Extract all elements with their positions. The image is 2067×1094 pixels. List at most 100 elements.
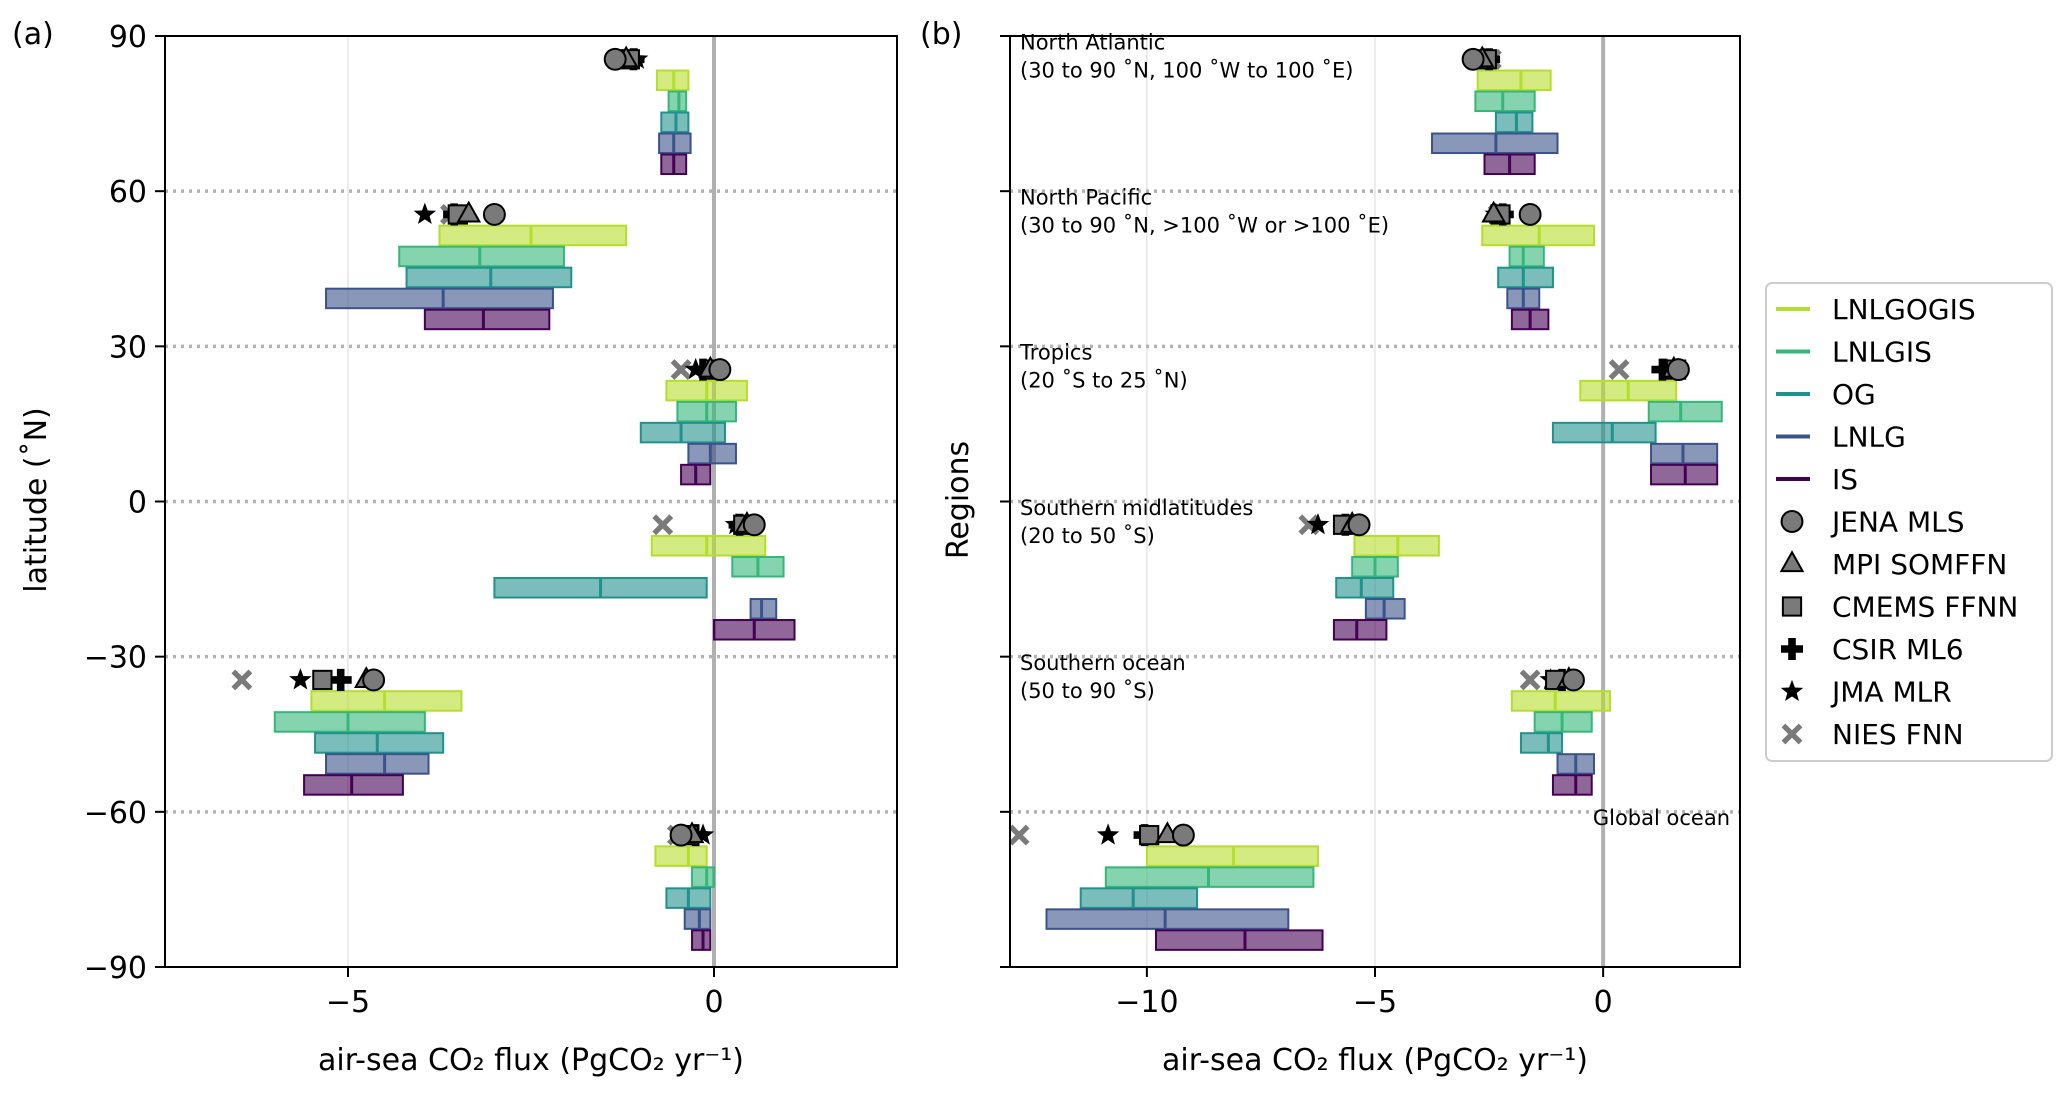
panel-a-bars <box>273 69 796 951</box>
b-bar-og <box>1520 732 1564 754</box>
a-marker-jena-mls <box>482 202 506 226</box>
region-label-north-pacific: (30 to 90 ˚N, >100 ˚W or >100 ˚E) <box>1020 213 1389 237</box>
legend-label: LNLGOGIS <box>1832 293 1976 326</box>
legend-item-lnlgogis: LNLGOGIS <box>1776 293 1976 326</box>
b-marker-csir-ml6 <box>1651 358 1674 381</box>
region-label-north-pacific: North Pacific <box>1020 185 1152 209</box>
panel-a-label: (a) <box>12 17 54 52</box>
panel-b-markers <box>1008 45 1690 847</box>
b-bar-lnlg <box>1045 908 1290 930</box>
legend-item-jena-mls: JENA MLS <box>1780 506 1964 539</box>
a-marker-jma-mlr <box>289 668 312 690</box>
a-bar-lnlgis <box>691 866 715 888</box>
a-bar-is <box>691 929 712 951</box>
a-bar-lnlg <box>325 753 430 775</box>
panel-b-bars <box>1045 69 1723 951</box>
b-bar-is <box>1551 774 1593 796</box>
legend-item-og: OG <box>1776 378 1876 411</box>
a-bar-lnlgogis <box>310 690 463 712</box>
a-bar-lnlgogis <box>438 224 628 247</box>
b-bar-is <box>1332 619 1388 641</box>
legend-label: IS <box>1832 463 1858 496</box>
panel-b-ylabel: Regions <box>941 441 976 559</box>
legend-marker-csir-ml6 <box>1780 637 1804 661</box>
a-bar-lnlgogis <box>650 535 767 557</box>
a-marker-nies-fnn <box>652 514 674 536</box>
a-bar-lnlgis <box>273 711 426 733</box>
a-marker-jena-mls <box>669 823 693 847</box>
b-marker-jena-mls <box>1171 823 1195 847</box>
b-bar-lnlgis <box>1508 245 1545 268</box>
b-bar-og <box>1079 887 1199 909</box>
legend-item-mpi-somffn: MPI SOMFFN <box>1779 548 2007 581</box>
legend-label: JENA MLS <box>1830 506 1964 539</box>
a-marker-jena-mls <box>362 668 386 692</box>
b-bar-is <box>1155 929 1324 951</box>
panel-a-ticks: −5 0 −90 −60 −30 0 30 60 90 <box>84 20 724 1020</box>
region-label-global-ocean: Global ocean <box>1593 806 1730 830</box>
b-bar-lnlgis <box>1474 90 1536 113</box>
a-ytick-label: −90 <box>84 951 147 986</box>
legend-box <box>1765 282 2053 762</box>
a-bar-og <box>405 266 573 289</box>
a-marker-mpi-somffn <box>456 200 482 223</box>
b-marker-nies-fnn <box>1519 669 1541 691</box>
region-label-southern-ocean: Southern ocean <box>1020 651 1186 675</box>
b-xtick-label: −10 <box>1115 985 1178 1020</box>
a-ytick-label: 90 <box>109 20 147 55</box>
panel-a-ylabel: latitude (˚N) <box>19 407 54 592</box>
region-label-north-atlantic: (30 to 90 ˚N, 100 ˚W to 100 ˚E) <box>1020 58 1353 82</box>
legend-item-lnlgis: LNLGIS <box>1776 336 1932 369</box>
a-bar-lnlgogis <box>654 845 708 867</box>
a-marker-jena-mls <box>742 513 766 537</box>
a-bar-is <box>303 774 404 796</box>
b-bar-og <box>1497 266 1554 289</box>
a-ytick-label: −60 <box>84 796 147 831</box>
a-xtick-label: 0 <box>704 985 723 1020</box>
b-bar-og <box>1335 577 1395 599</box>
a-xtick-label: −5 <box>326 985 370 1020</box>
a-ytick-label: −30 <box>84 641 147 676</box>
a-marker-jena-mls <box>708 358 732 382</box>
b-marker-nies-fnn <box>1008 824 1030 846</box>
a-bar-is <box>423 308 551 331</box>
b-marker-cmems-ffnn <box>1139 824 1160 846</box>
panel-a-grid <box>165 36 897 967</box>
legend-item-nies-fnn: NIES FNN <box>1781 718 1964 751</box>
legend-label: CMEMS FFNN <box>1832 591 2018 624</box>
panel-a-markers <box>231 45 766 847</box>
legend-label: JMA MLR <box>1830 676 1952 709</box>
legend-marker-jma-mlr <box>1780 679 1804 702</box>
legend-item-csir-ml6: CSIR ML6 <box>1780 633 1964 666</box>
a-bar-og <box>314 732 445 754</box>
a-bar-lnlg <box>749 598 778 620</box>
a-marker-nies-fnn <box>670 359 692 381</box>
legend-item-lnlg: LNLG <box>1776 421 1906 454</box>
a-bar-lnlg <box>683 908 712 930</box>
a-bar-lnlgis <box>398 245 565 268</box>
panel-b-ticks: −10 −5 0 <box>1000 35 1613 1020</box>
region-label-north-atlantic: North Atlantic <box>1020 30 1165 54</box>
b-marker-jma-mlr <box>1306 513 1330 535</box>
region-label-southern-midlatitudes: Southern midlatitudes <box>1020 496 1253 520</box>
b-marker-jena-mls <box>1347 513 1371 537</box>
region-label-southern-midlatitudes: (20 to 50 ˚S) <box>1020 524 1155 548</box>
legend-label: CSIR ML6 <box>1832 633 1964 666</box>
a-marker-cmems-ffnn <box>312 669 333 691</box>
b-xtick-label: 0 <box>1594 985 1613 1020</box>
b-marker-mpi-somffn <box>1481 200 1506 223</box>
legend-label: MPI SOMFFN <box>1832 548 2007 581</box>
legend-marker-mpi-somffn <box>1779 550 1805 573</box>
b-marker-jena-mls <box>1461 47 1485 71</box>
b-marker-jena-mls <box>1562 668 1585 692</box>
b-bar-og <box>1494 111 1534 134</box>
a-marker-csir-ml6 <box>329 668 352 691</box>
panel-a-frame <box>164 35 898 968</box>
b-marker-nies-fnn <box>1608 359 1630 381</box>
legend-label: LNLGIS <box>1832 336 1932 369</box>
panel-a: (a) −5 0 −90 −60 −30 0 30 60 90 air-sea CO₂ flux… <box>12 17 898 1078</box>
legend-marker-nies-fnn <box>1781 723 1803 745</box>
panel-a-xlabel: air-sea CO₂ flux (PgCO₂ yr⁻¹) <box>318 1043 744 1078</box>
